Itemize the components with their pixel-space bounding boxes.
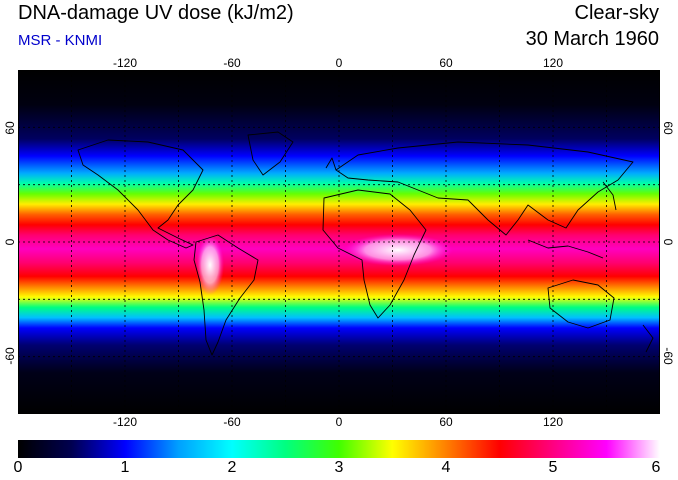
coast-indonesia	[527, 239, 604, 259]
map-frame	[18, 70, 660, 414]
lat-tick-right-3: -60	[661, 347, 675, 365]
coast-north-america	[77, 139, 204, 249]
coast-africa	[322, 189, 427, 319]
sky-condition: Clear-sky	[574, 2, 659, 24]
colorbar-label-0: 0	[13, 459, 23, 476]
lon-tick-top-1: -120	[112, 56, 138, 70]
uv-dose-map	[18, 70, 660, 414]
uv-peak-south-america	[196, 235, 224, 295]
lon-tick-top-4: 60	[439, 56, 453, 70]
lat-tick-left-1: 60	[3, 121, 17, 135]
colorbar-label-4: 4	[441, 459, 451, 476]
coast-eurasia	[335, 141, 634, 236]
coast-new-zealand	[642, 324, 654, 353]
uv-peak-africa	[343, 234, 453, 266]
lon-tick-top-2: -60	[223, 56, 241, 70]
lat-tick-right-1: 60	[661, 121, 675, 135]
lon-tick-bottom-4: 60	[439, 415, 453, 429]
lon-tick-bottom-2: -60	[223, 415, 241, 429]
colorbar-label-1: 1	[120, 459, 130, 476]
map-title: DNA-damage UV dose (kJ/m2)	[18, 2, 294, 24]
lon-tick-top-5: 120	[542, 56, 564, 70]
colorbar-label-6: 6	[651, 459, 661, 476]
graticule	[18, 70, 660, 414]
lat-tick-right-2: 0	[661, 238, 675, 246]
lat-tick-left-2: 0	[3, 238, 17, 246]
coast-uk	[325, 157, 337, 171]
coast-australia	[547, 279, 615, 329]
map-date: 30 March 1960	[525, 28, 659, 50]
coastlines	[77, 131, 654, 356]
map-subtitle: MSR - KNMI	[18, 32, 103, 49]
lat-tick-left-3: -60	[3, 347, 17, 365]
colorbar-label-3: 3	[334, 459, 344, 476]
coast-greenland	[247, 131, 294, 176]
lon-tick-bottom-5: 120	[542, 415, 564, 429]
coast-south-america	[193, 234, 259, 356]
colorbar-label-2: 2	[227, 459, 237, 476]
colorbar-gradient	[18, 440, 660, 458]
lon-tick-top-3: 0	[335, 56, 343, 70]
lon-tick-bottom-3: 0	[335, 415, 343, 429]
colorbar-label-5: 5	[548, 459, 558, 476]
lon-tick-bottom-1: -120	[112, 415, 138, 429]
colorbar	[18, 440, 660, 458]
